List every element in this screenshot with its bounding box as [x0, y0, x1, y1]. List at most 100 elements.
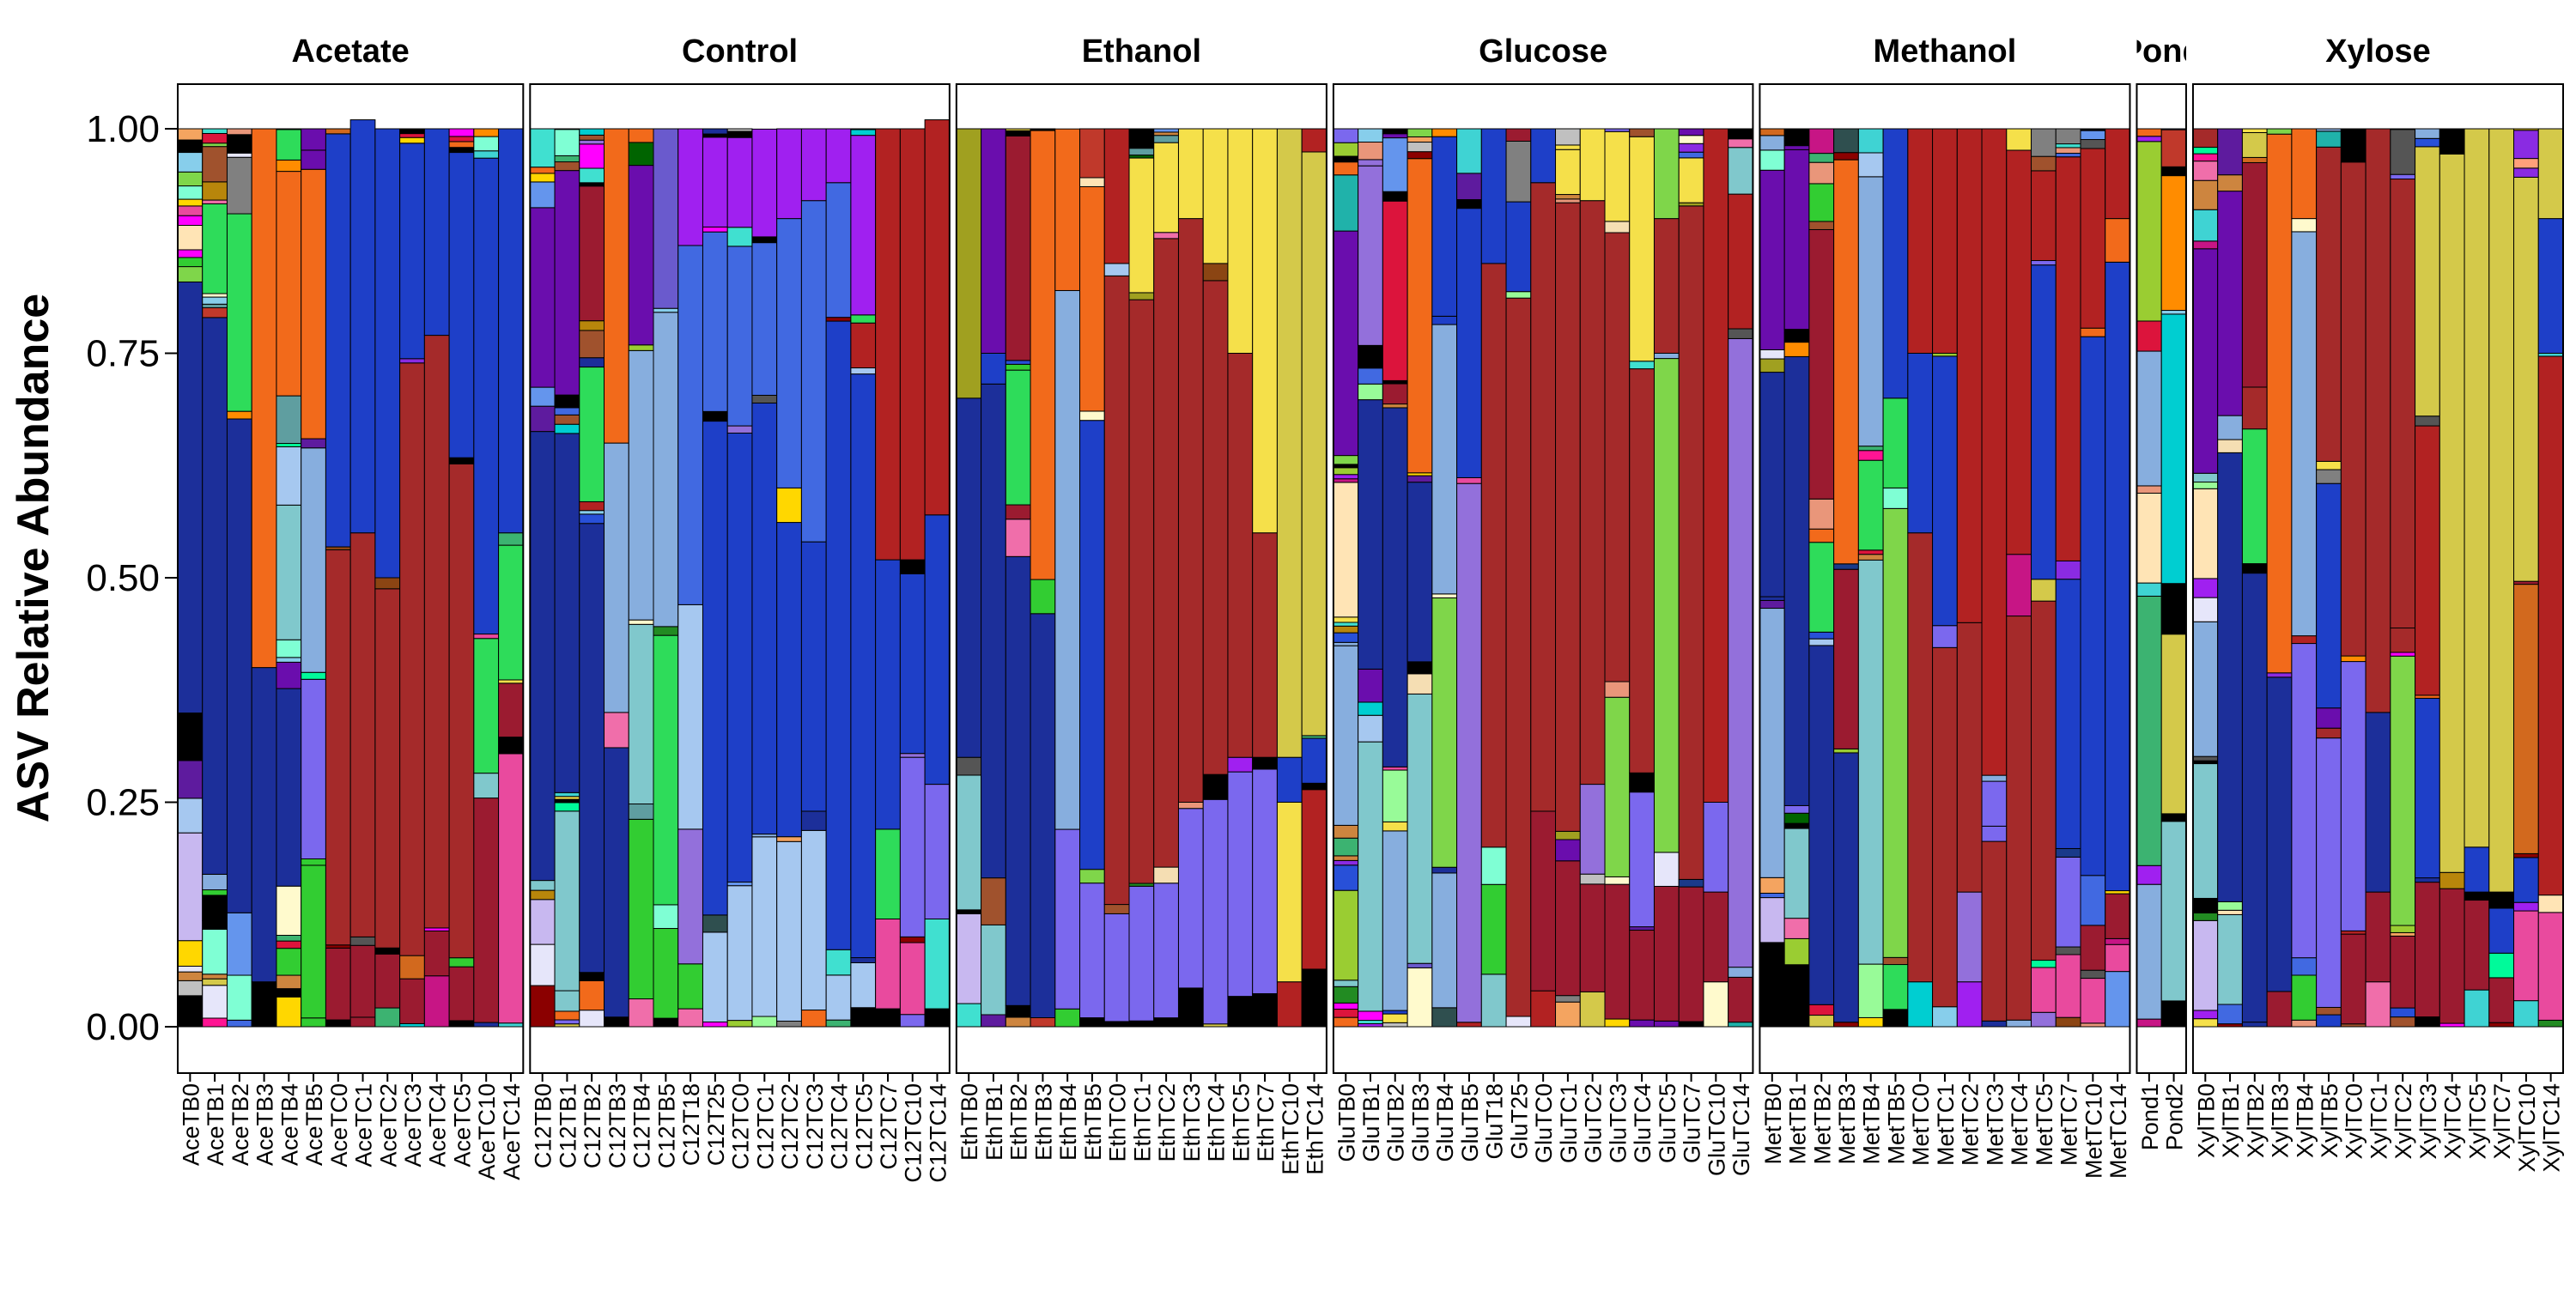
bar-segment [1358, 1010, 1383, 1022]
bar-segment [1480, 883, 1507, 975]
bar-segment [2136, 883, 2162, 1020]
bar-segment [726, 885, 753, 1022]
bar-segment [177, 717, 204, 758]
x-tick-label: XylTB0 [2193, 1083, 2219, 1158]
bar-segment [2316, 146, 2342, 462]
bar-segment [1759, 897, 1785, 943]
bar-segment [800, 810, 827, 831]
bar-segment [1629, 136, 1655, 362]
bar-segment [1833, 563, 1859, 570]
bar-segment [1005, 555, 1031, 1006]
x-tick-label: MetTC2 [1958, 1083, 1984, 1166]
bar-MetTB3 [1833, 128, 1859, 1028]
bar-segment [498, 682, 524, 738]
bar-segment [726, 128, 753, 132]
bar-XylTC2 [2390, 128, 2416, 1028]
bar-segment [1333, 824, 1359, 839]
bar-segment [1177, 218, 1204, 804]
bar-GluTB2 [1382, 128, 1408, 1028]
bar-segment [1808, 128, 1835, 155]
bar-segment [1555, 144, 1581, 150]
facet-title: Xylose [2325, 33, 2431, 70]
bar-segment [677, 604, 703, 830]
bar-segment [2241, 386, 2268, 430]
x-tick-label: C12TC1 [752, 1083, 778, 1170]
facet-title: Ethanol [1082, 33, 1201, 70]
x-tick-label: XylTB2 [2243, 1083, 2269, 1158]
bar-segment [981, 353, 1006, 385]
bar-MetTB2 [1808, 128, 1835, 1028]
facet-border [177, 83, 525, 1074]
bar-segment [554, 129, 580, 156]
bar-segment [1759, 358, 1785, 373]
bar-segment [899, 1014, 926, 1028]
bar-segment [2192, 755, 2219, 761]
bar-segment [653, 312, 679, 628]
bar-C12T18 [677, 128, 703, 1028]
bar-segment [1629, 930, 1655, 1021]
bar-segment [2488, 891, 2515, 909]
bar-EthTC10 [1276, 128, 1303, 1028]
bar-segment [677, 828, 703, 965]
bar-segment [349, 119, 376, 534]
bar-segment [2537, 128, 2564, 220]
bar-segment [423, 335, 450, 929]
x-tick-label: AceTC0 [326, 1083, 352, 1168]
x-tick-label: AceTB0 [178, 1083, 204, 1166]
bar-segment [2160, 583, 2187, 635]
bar-segment [1857, 1016, 1884, 1028]
bar-segment [1808, 1015, 1835, 1028]
bar-segment [751, 236, 778, 244]
bar-MetTB0 [1759, 128, 1785, 1028]
bar-segment [1005, 128, 1031, 131]
bar-segment [554, 407, 580, 416]
bar-segment [726, 425, 753, 434]
bar-segment [2488, 128, 2515, 893]
bar-XylTC0 [2340, 128, 2366, 1028]
x-tick-label: C12TC14 [925, 1083, 951, 1183]
bar-segment [604, 747, 629, 1018]
bar-segment [2217, 901, 2243, 911]
bar-segment [2080, 969, 2106, 980]
bar-segment [1456, 476, 1482, 484]
bar-segment [1128, 157, 1155, 294]
bar-segment [2031, 260, 2057, 266]
bar-segment [702, 914, 728, 933]
bar-segment [1005, 363, 1031, 371]
bar-segment [1079, 128, 1105, 179]
bar-segment [2488, 1022, 2515, 1028]
bar-segment [751, 242, 778, 396]
bar-segment [1406, 967, 1433, 1028]
bar-C12TC3 [800, 128, 827, 1028]
bar-segment [579, 1010, 605, 1028]
bar-segment [1030, 613, 1056, 1019]
bar-segment [850, 961, 877, 1009]
bar-segment [1358, 668, 1383, 703]
bar-segment [1382, 821, 1408, 832]
bar-segment [2316, 737, 2342, 1008]
bar-segment [1103, 913, 1130, 1022]
bar-segment [751, 836, 778, 1017]
bar-segment [1653, 358, 1680, 853]
bar-segment [1128, 148, 1155, 156]
bar-GluTB4 [1431, 128, 1458, 1028]
bar-segment [1907, 532, 1934, 983]
bar-segment [653, 307, 679, 313]
bar-segment [726, 136, 753, 228]
bar-segment [2316, 707, 2342, 729]
x-tick-label: MetTB0 [1760, 1083, 1786, 1165]
bar-segment [1406, 962, 1433, 968]
bar-segment [579, 513, 605, 525]
bar-segment [628, 165, 654, 346]
bar-EthTC3 [1177, 128, 1204, 1028]
facet-border [2136, 83, 2187, 1074]
bar-segment [1456, 1022, 1482, 1028]
bar-segment [1382, 1013, 1408, 1023]
bar-segment [2006, 1019, 2032, 1028]
bar-GluTC14 [1728, 128, 1753, 1028]
bar-segment [850, 129, 877, 136]
facet-title: Pond [2121, 33, 2202, 70]
bar-segment [850, 128, 877, 130]
bar-segment [875, 828, 901, 919]
bar-segment [2192, 897, 2219, 913]
